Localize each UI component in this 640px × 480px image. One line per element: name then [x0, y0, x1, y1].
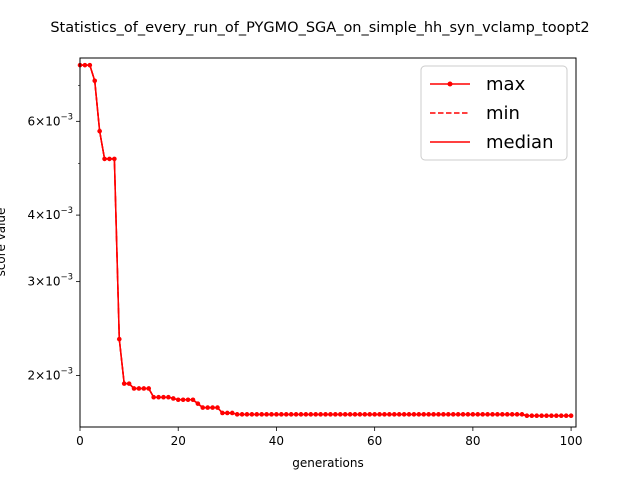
- y-tick-prefix: ×10: [35, 275, 60, 289]
- y-tick-exponent: −3: [60, 112, 73, 122]
- legend-label-max: max: [486, 74, 526, 95]
- y-tick-prefix: ×10: [35, 368, 60, 382]
- y-tick-label: 6×10−3: [28, 112, 74, 128]
- y-tick-mantissa: 6: [28, 114, 36, 128]
- x-axis-label: generations: [292, 456, 364, 470]
- x-tick-label: 100: [560, 434, 583, 448]
- series-layer: [77, 62, 574, 419]
- x-axis-ticks: 0 20 40 60 80 100: [76, 427, 583, 448]
- x-tick-label: 20: [171, 434, 186, 448]
- legend: max min median: [420, 65, 568, 161]
- x-tick-label: 40: [269, 434, 284, 448]
- y-tick-label: 2×10−3: [28, 366, 74, 382]
- legend-box: [420, 65, 568, 161]
- y-axis-label: score value: [0, 208, 8, 277]
- axes-frame: [79, 57, 577, 428]
- plot-area: 0 20 40 60 80 100 2×10−33×10−34×10−36×10−3: [28, 57, 583, 448]
- y-tick-mantissa: 3: [28, 275, 36, 289]
- y-axis-ticks: 2×10−33×10−34×10−36×10−3: [28, 85, 80, 382]
- y-tick-prefix: ×10: [35, 208, 60, 222]
- y-tick-exponent: −3: [60, 206, 73, 216]
- legend-label-median: median: [486, 132, 553, 153]
- x-tick-label: 60: [367, 434, 382, 448]
- y-tick-prefix: ×10: [35, 114, 60, 128]
- y-tick-mantissa: 2: [28, 368, 36, 382]
- legend-marker-max: [447, 81, 453, 87]
- chart-title: Statistics_of_every_run_of_PYGMO_SGA_on_…: [50, 20, 589, 36]
- y-tick-exponent: −3: [60, 366, 73, 376]
- series-line-median: [80, 64, 572, 417]
- legend-label-min: min: [486, 103, 520, 124]
- x-tick-label: 0: [76, 434, 84, 448]
- x-tick-label: 80: [465, 434, 480, 448]
- y-tick-label: 3×10−3: [28, 273, 74, 289]
- y-tick-label: 4×10−3: [28, 206, 74, 222]
- y-tick-exponent: −3: [60, 273, 73, 283]
- y-tick-mantissa: 4: [28, 208, 36, 222]
